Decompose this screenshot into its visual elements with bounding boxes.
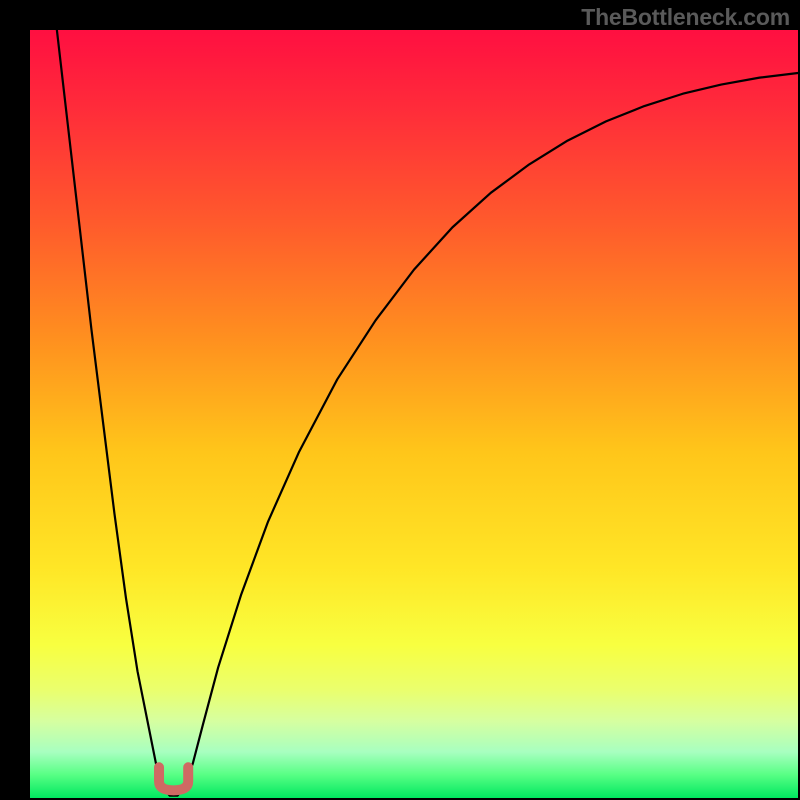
watermark-text: TheBottleneck.com [581,4,790,31]
bottleneck-curve [30,30,798,798]
chart-container: TheBottleneck.com [0,0,800,800]
plot-area [30,30,798,798]
min-marker [159,767,188,790]
